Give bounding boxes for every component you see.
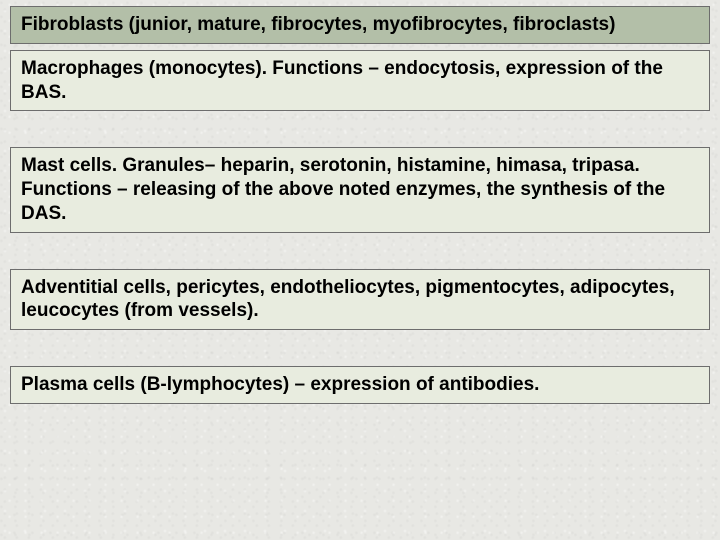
spacer (10, 111, 710, 147)
adventitial-cells-box: Adventitial cells, pericytes, endothelio… (10, 269, 710, 331)
macrophages-box: Macrophages (monocytes). Functions – end… (10, 50, 710, 112)
spacer (10, 330, 710, 366)
fibroblasts-box: Fibroblasts (junior, mature, fibrocytes,… (10, 6, 710, 44)
spacer (10, 233, 710, 269)
mast-cells-box: Mast cells. Granules– heparin, serotonin… (10, 147, 710, 232)
plasma-cells-box: Plasma cells (B-lymphocytes) – expressio… (10, 366, 710, 404)
